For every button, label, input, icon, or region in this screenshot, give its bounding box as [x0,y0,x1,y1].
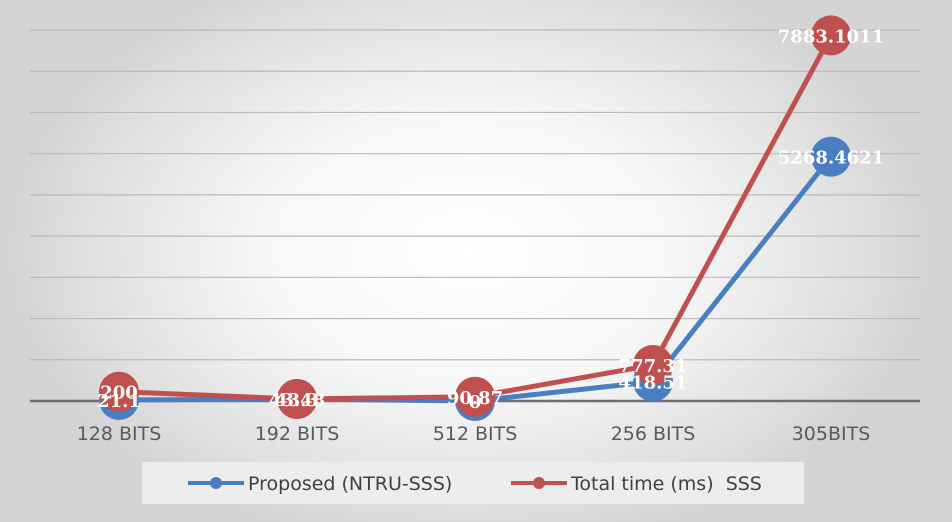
series-layer: 21.1 43.3 0 418.51 5268.4621 200 43.48 90.87 777… [97,15,884,421]
data-label: 43.48 [269,390,325,411]
x-tick-label: 128 BITS [77,423,162,445]
gridlines [30,29,920,361]
data-label: 200 [100,383,138,404]
series-line [116,32,834,402]
legend-label-proposed: Proposed (NTRU-SSS) [248,473,452,495]
data-point-marker [99,371,139,412]
legend-marker-proposed [210,477,222,489]
series-line [116,154,834,404]
data-point-marker [455,376,495,417]
x-axis-tick-labels: 128 BITS 192 BITS 512 BITS 256 BITS 305BITS [77,423,871,445]
data-label: 7883.1011 [778,26,884,47]
data-label: 418.51 [619,373,688,394]
legend-background [142,462,804,504]
legend-item-proposed: Proposed (NTRU-SSS) [188,473,452,495]
legend-label-total-time: Total time (ms) SSS [570,473,762,495]
data-point-marker [633,344,673,385]
data-label: 777.31 [619,356,688,377]
data-label: 43.3 [275,390,319,411]
legend-item-total-time: Total time (ms) SSS [511,473,762,495]
legend: Proposed (NTRU-SSS) Total time (ms) SSS [142,462,804,504]
series-total-time [99,15,851,419]
data-point-marker [811,136,851,177]
data-label: 90.87 [447,388,503,409]
x-tick-label: 305BITS [792,423,871,445]
x-tick-label: 192 BITS [255,423,340,445]
data-label: 5268.4621 [778,148,884,169]
x-tick-label: 256 BITS [611,423,696,445]
data-labels: 21.1 43.3 0 418.51 5268.4621 200 43.48 90.87 777… [97,26,884,413]
x-tick-label: 512 BITS [433,423,518,445]
legend-marker-total-time [533,477,545,489]
data-label: 0 [469,392,482,413]
data-label: 21.1 [97,391,141,412]
data-point-marker [811,15,851,56]
data-point-marker [277,378,317,419]
